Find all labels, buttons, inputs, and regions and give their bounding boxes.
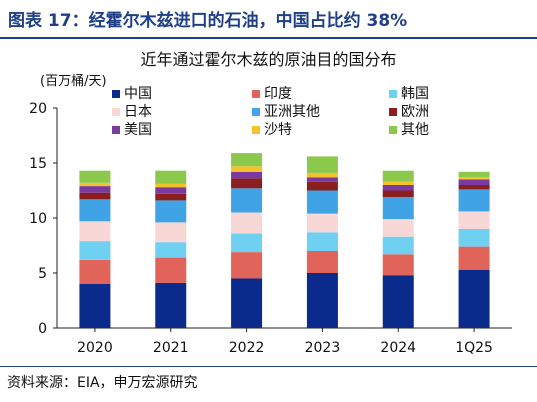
bar-segment: [79, 170, 111, 183]
bar-segment: [231, 153, 263, 167]
bar-segment: [458, 177, 490, 180]
x-tick-label: 1Q25: [455, 340, 493, 356]
legend-swatch: [389, 108, 397, 116]
bar-segment: [231, 278, 263, 328]
x-tick-label: 2022: [229, 340, 265, 356]
legend-label: 沙特: [264, 122, 292, 138]
bar-segment: [231, 252, 263, 279]
bar-segment: [155, 170, 187, 184]
bar-segment: [306, 177, 338, 182]
bar-segment: [382, 236, 414, 255]
bar-segment: [458, 185, 490, 190]
y-tick-label: 20: [29, 101, 47, 117]
bar-segment: [458, 211, 490, 229]
legend-label: 美国: [124, 122, 152, 138]
legend-label: 印度: [264, 86, 292, 102]
legend-swatch: [252, 126, 260, 134]
legend-label: 韩国: [401, 86, 429, 102]
y-tick-label: 15: [29, 156, 47, 172]
legend-swatch: [252, 108, 260, 116]
bar-segment: [458, 171, 490, 178]
bar-segment: [231, 233, 263, 253]
bar-segment: [79, 259, 111, 284]
bar-segment: [458, 269, 490, 328]
bar-segment: [155, 257, 187, 283]
y-tick-label: 5: [38, 266, 47, 282]
bar-segment: [458, 246, 490, 270]
bar-segment: [231, 212, 263, 234]
x-tick-label: 2020: [77, 340, 113, 356]
source-note: 资料来源：EIA，申万宏源研究: [7, 375, 198, 391]
legend-label: 其他: [401, 122, 429, 138]
bar-segment: [382, 185, 414, 191]
bar-segment: [79, 241, 111, 260]
bar-segment: [231, 188, 263, 213]
bar-segment: [306, 273, 338, 328]
report-header: 图表 17：经霍尔木兹进口的石油，中国占比约 38%: [0, 0, 537, 39]
bar-segment: [155, 282, 187, 328]
bar-segment: [382, 219, 414, 237]
bar-segment: [382, 190, 414, 198]
x-tick-label: 2024: [380, 340, 416, 356]
bar-segment: [231, 171, 263, 179]
bar-segment: [155, 222, 187, 243]
legend-swatch: [112, 108, 120, 116]
footer-divider: [0, 366, 537, 367]
bar-segment: [382, 181, 414, 185]
legend-label: 亚洲其他: [264, 104, 320, 120]
x-tick-label: 2023: [305, 340, 341, 356]
figure-title: 图表 17：经霍尔木兹进口的石油，中国占比约 38%: [8, 11, 408, 31]
bar-segment: [382, 170, 414, 182]
bar-segment: [79, 284, 111, 328]
bar-segment: [79, 192, 111, 200]
header-divider: [0, 37, 537, 39]
bar-segment: [231, 178, 263, 189]
bar-segment: [458, 229, 490, 247]
legend-swatch: [389, 90, 397, 98]
bar-segment: [79, 186, 111, 193]
bar-segment: [306, 251, 338, 273]
chart-title: 近年通过霍尔木兹的原油目的国分布: [140, 50, 397, 69]
bar-segment: [458, 179, 490, 185]
bar-segment: [231, 166, 263, 172]
bar-segment: [79, 199, 111, 222]
bar-segment: [306, 156, 338, 173]
bar-segment: [306, 213, 338, 233]
y-axis-unit-label: (百万桶/天): [40, 74, 107, 89]
bar-segment: [458, 189, 490, 212]
bar-segment: [155, 187, 187, 194]
bar-segment: [382, 197, 414, 220]
legend-swatch: [112, 126, 120, 134]
x-tick-label: 2021: [153, 340, 189, 356]
bar-segment: [79, 182, 111, 187]
y-tick-label: 10: [29, 211, 47, 227]
bar-segment: [79, 221, 111, 242]
bar-segment: [306, 181, 338, 191]
bar-segment: [306, 232, 338, 251]
bar-segment: [155, 200, 187, 223]
legend-label: 日本: [124, 104, 152, 120]
bar-segment: [155, 193, 187, 201]
bar-segment: [306, 172, 338, 178]
legend-swatch: [252, 90, 260, 98]
bar-segment: [382, 275, 414, 328]
bar-segment: [306, 190, 338, 214]
legend-label: 中国: [124, 86, 152, 102]
legend-label: 欧洲: [401, 104, 429, 120]
bar-segment: [382, 254, 414, 276]
legend-swatch: [112, 90, 120, 98]
y-tick-label: 0: [38, 321, 47, 337]
legend-swatch: [389, 126, 397, 134]
bar-segment: [155, 242, 187, 258]
bar-segment: [155, 183, 187, 188]
